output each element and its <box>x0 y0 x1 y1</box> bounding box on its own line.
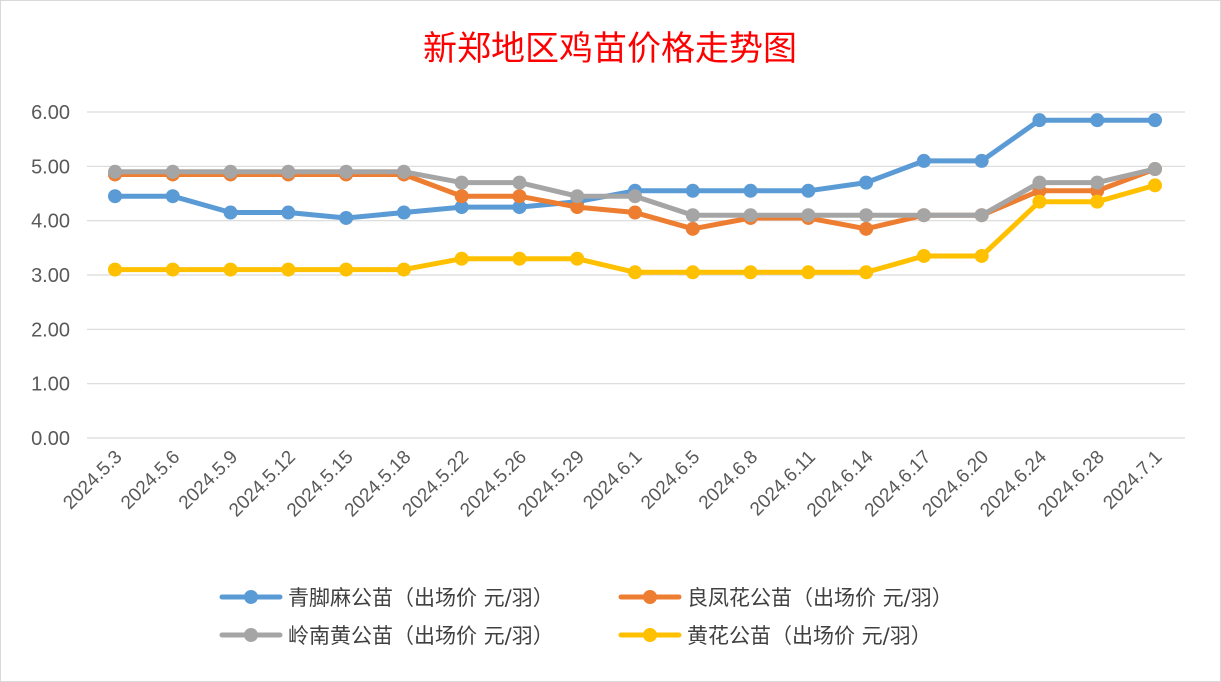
data-point <box>165 189 180 204</box>
y-axis: 0.00 1.00 2.00 3.00 4.00 5.00 6.00 <box>31 102 70 450</box>
x-tick-label: 2024.6.5 <box>637 447 704 514</box>
data-point <box>1032 194 1047 209</box>
data-point <box>916 208 931 223</box>
data-point <box>339 210 354 225</box>
data-point <box>454 251 469 266</box>
data-point <box>108 164 122 179</box>
y-tick-label: 3.00 <box>31 265 70 287</box>
legend: 青脚麻公苗（出场价 元/羽） 良凤花公苗（出场价 元/羽） 岭南黄公苗（出场价 元/… <box>219 586 953 648</box>
data-point <box>512 189 527 204</box>
data-point <box>743 265 758 280</box>
data-point <box>743 208 758 223</box>
data-point <box>859 265 874 280</box>
data-point <box>339 262 354 277</box>
data-point <box>916 153 931 168</box>
data-point <box>281 205 296 220</box>
data-point <box>512 251 527 266</box>
data-point <box>1090 113 1105 128</box>
data-point <box>974 153 989 168</box>
data-point <box>108 262 122 277</box>
data-point <box>1032 113 1047 128</box>
x-tick-label: 2024.5.6 <box>117 447 184 514</box>
legend-item: 良凤花公苗（出场价 元/羽） <box>618 586 953 610</box>
data-point <box>512 175 527 190</box>
data-point <box>512 200 527 215</box>
y-tick-label: 0.00 <box>31 428 70 450</box>
x-tick-label: 2024.6.1 <box>579 447 646 514</box>
data-point <box>859 221 874 236</box>
data-point <box>916 248 931 263</box>
data-point <box>165 164 180 179</box>
data-point <box>1090 194 1105 209</box>
data-point <box>685 208 700 223</box>
legend-item: 青脚麻公苗（出场价 元/羽） <box>219 586 554 610</box>
data-point <box>801 208 816 223</box>
data-point <box>628 265 642 280</box>
x-axis: 2024.5.32024.5.62024.5.92024.5.122024.5.… <box>59 446 1166 521</box>
x-tick-label: 2024.5.3 <box>59 447 126 514</box>
legend-swatch-marker <box>643 628 657 642</box>
data-point <box>454 189 469 204</box>
grid <box>87 111 1185 439</box>
data-point <box>223 262 238 277</box>
y-tick-label: 4.00 <box>31 211 70 233</box>
y-tick-label: 2.00 <box>31 319 70 341</box>
data-point <box>1148 178 1162 193</box>
y-tick-label: 6.00 <box>31 102 70 124</box>
data-point <box>223 164 238 179</box>
data-point <box>859 208 874 223</box>
data-point <box>685 265 700 280</box>
data-point <box>454 200 469 215</box>
legend-swatch-marker <box>244 590 258 604</box>
data-point <box>570 189 585 204</box>
data-point <box>570 251 585 266</box>
series-3 <box>108 162 1162 223</box>
data-point <box>974 208 989 223</box>
data-point <box>628 205 642 220</box>
data-point <box>1090 175 1105 190</box>
data-point <box>396 205 411 220</box>
legend-swatch-marker <box>244 628 258 642</box>
data-point <box>1148 162 1162 177</box>
data-point <box>454 175 469 190</box>
data-point <box>339 164 354 179</box>
legend-swatch-marker <box>643 590 657 604</box>
data-point <box>974 248 989 263</box>
data-point <box>628 189 642 204</box>
data-point <box>281 164 296 179</box>
data-point <box>685 221 700 236</box>
series-group <box>108 113 1162 280</box>
y-tick-label: 5.00 <box>31 156 70 178</box>
legend-label: 青脚麻公苗（出场价 元/羽） <box>288 586 554 610</box>
data-point <box>396 164 411 179</box>
y-tick-label: 1.00 <box>31 374 70 396</box>
series-4 <box>108 178 1162 280</box>
data-point <box>223 205 238 220</box>
legend-label: 岭南黄公苗（出场价 元/羽） <box>288 624 554 648</box>
data-point <box>743 183 758 198</box>
data-point <box>165 262 180 277</box>
data-point <box>281 262 296 277</box>
chart-title: 新郑地区鸡苗价格走势图 <box>423 29 797 69</box>
data-point <box>396 262 411 277</box>
x-tick-label: 2024.7.1 <box>1099 447 1166 514</box>
data-point <box>801 183 816 198</box>
data-point <box>108 189 122 204</box>
legend-label: 良凤花公苗（出场价 元/羽） <box>687 586 953 610</box>
data-point <box>1148 113 1162 128</box>
data-point <box>685 183 700 198</box>
data-point <box>570 200 585 215</box>
legend-item: 岭南黄公苗（出场价 元/羽） <box>219 624 554 648</box>
data-point <box>859 175 874 190</box>
legend-label: 黄花公苗（出场价 元/羽） <box>687 624 932 648</box>
data-point <box>801 265 816 280</box>
legend-item: 黄花公苗（出场价 元/羽） <box>618 624 932 648</box>
data-point <box>1032 175 1047 190</box>
